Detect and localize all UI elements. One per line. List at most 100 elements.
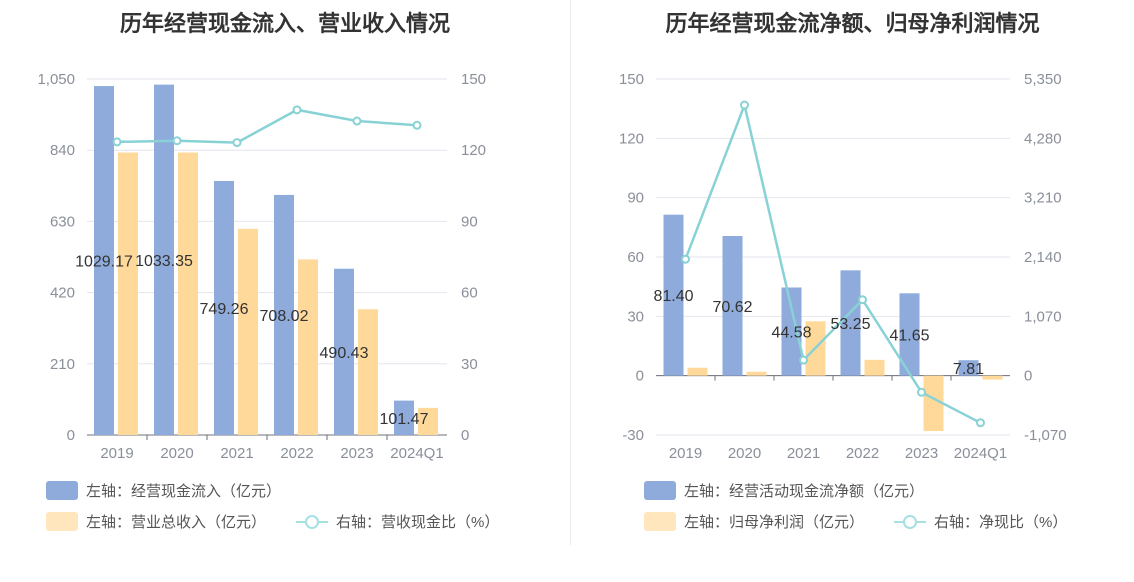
y-left-tick-label: 210 (50, 356, 75, 373)
data-label: 1033.35 (135, 253, 193, 270)
y-right-tick-label: 4,280 (1024, 130, 1062, 147)
chart-plot-area: 0 0 210 30 420 60 630 90 840 120 1,050 150 2019 2020 2… (37, 71, 486, 462)
line-point (412, 120, 422, 130)
legend: 左轴：营业总收入（亿元） 右轴：营收现金比（%） (46, 511, 521, 532)
y-right-tick-label: 120 (461, 142, 486, 159)
y-right-tick-label: 5,350 (1024, 71, 1062, 88)
bar-series1 (722, 235, 743, 376)
bar-series2 (238, 228, 258, 435)
line-point (976, 418, 985, 428)
y-right-tick-label: 150 (461, 71, 486, 88)
bar-series2 (864, 359, 885, 376)
chart-panel-netflow-profit: 历年经营现金流净额、归母净利润情况 -30 -1,070 0 0 30 1,070 60 2,… (571, 0, 1134, 582)
chart-title: 历年经营现金流入、营业收入情况 (119, 11, 450, 36)
bar-series2 (298, 259, 318, 435)
legend-item-bar2[interactable]: 左轴：归母净利润（亿元） (644, 511, 864, 532)
legend-item-bar2[interactable]: 左轴：营业总收入（亿元） (46, 511, 266, 532)
bar-series2 (746, 371, 767, 376)
chart-panel-cashflow-revenue: 历年经营现金流入、营业收入情况 0 0 210 30 420 60 630 90 840 120 1… (37, 11, 521, 532)
x-tick-label: 2023 (905, 445, 938, 462)
x-tick-label: 2024Q1 (954, 445, 1007, 462)
y-left-tick-label: 30 (627, 308, 644, 325)
line-point (352, 116, 362, 126)
legend-label: 左轴：营业总收入（亿元） (86, 514, 267, 531)
data-label: 70.62 (712, 299, 752, 316)
x-tick-label: 2022 (280, 445, 313, 462)
legend-item-line[interactable]: 右轴：营收现金比（%） (296, 511, 499, 532)
line-point (799, 355, 808, 365)
bar-series1 (781, 287, 802, 376)
line-point (740, 100, 749, 110)
legend-label: 左轴：归母净利润（亿元） (684, 514, 865, 531)
data-label: 749.26 (200, 301, 249, 318)
legend-label: 左轴：经营活动现金流净额（亿元） (684, 483, 925, 500)
legend: 左轴：归母净利润（亿元） 右轴：净现比（%） (644, 511, 1089, 532)
y-right-tick-label: 30 (461, 356, 478, 373)
x-tick-label: 2021 (787, 445, 820, 462)
bar-series2 (358, 309, 378, 435)
bar-series2 (687, 367, 708, 376)
y-left-tick-label: 150 (619, 71, 644, 88)
legend-item-bar1[interactable]: 左轴：经营现金流入（亿元） (46, 480, 281, 501)
y-left-tick-label: -30 (622, 427, 644, 444)
legend-item-bar1[interactable]: 左轴：经营活动现金流净额（亿元） (644, 480, 924, 501)
x-tick-label: 2019 (669, 445, 702, 462)
bar-series1 (840, 270, 861, 376)
line-point (858, 295, 867, 305)
y-left-tick-label: 120 (619, 130, 644, 147)
x-tick-label: 2019 (100, 445, 133, 462)
panel-divider (570, 0, 571, 545)
line-point (172, 136, 182, 146)
bar-series1 (663, 214, 684, 376)
x-tick-label: 2022 (846, 445, 879, 462)
legend-line-icon (894, 512, 927, 531)
data-label: 41.65 (889, 327, 929, 344)
bar-series2 (178, 152, 198, 435)
y-left-tick-label: 90 (627, 190, 644, 207)
legend-swatch-blue (46, 481, 78, 500)
bar-series1 (334, 268, 354, 435)
y-left-tick-label: 1,050 (37, 71, 75, 88)
bar-series1 (274, 194, 294, 435)
line-point (292, 105, 302, 115)
line-point (681, 254, 690, 264)
y-left-tick-label: 60 (627, 249, 644, 266)
y-right-tick-label: 1,070 (1024, 308, 1062, 325)
y-right-tick-label: 0 (1024, 368, 1032, 385)
legend-swatch-orange (46, 512, 78, 531)
line-point (232, 138, 242, 148)
data-label: 490.43 (320, 345, 369, 362)
y-right-tick-label: 60 (461, 285, 478, 302)
y-right-tick-label: -1,070 (1024, 427, 1067, 444)
legend: 左轴：经营活动现金流净额（亿元） (644, 480, 946, 501)
data-label: 81.40 (653, 288, 693, 305)
bar-series1 (214, 180, 234, 435)
bar-series1 (154, 84, 174, 435)
data-label: 53.25 (830, 316, 870, 333)
y-right-tick-label: 0 (461, 427, 469, 444)
legend-swatch-orange (644, 512, 676, 531)
x-tick-label: 2021 (220, 445, 253, 462)
bar-series2 (418, 407, 438, 435)
bar-series2 (923, 375, 944, 432)
line-point (112, 137, 122, 147)
data-label: 7.81 (953, 361, 984, 378)
chart-plot-area: -30 -1,070 0 0 30 1,070 60 2,140 90 3,210 120 4,280… (619, 71, 1067, 462)
data-label: 101.47 (380, 411, 429, 428)
bar-series2 (982, 375, 1003, 380)
bar-series2 (118, 152, 138, 435)
line-point (917, 387, 926, 397)
line-series (684, 100, 982, 424)
y-left-tick-label: 0 (636, 368, 644, 385)
bar-series1 (958, 360, 979, 376)
legend-swatch-blue (644, 481, 676, 500)
y-right-tick-label: 3,210 (1024, 190, 1062, 207)
bar-series1 (94, 86, 114, 435)
y-left-tick-label: 630 (50, 213, 75, 230)
data-label: 44.58 (771, 325, 811, 342)
y-left-tick-label: 0 (67, 427, 75, 444)
legend-label: 右轴：营收现金比（%） (336, 514, 500, 531)
data-label: 708.02 (260, 308, 309, 325)
x-tick-label: 2020 (160, 445, 193, 462)
legend-item-line[interactable]: 右轴：净现比（%） (894, 511, 1067, 532)
